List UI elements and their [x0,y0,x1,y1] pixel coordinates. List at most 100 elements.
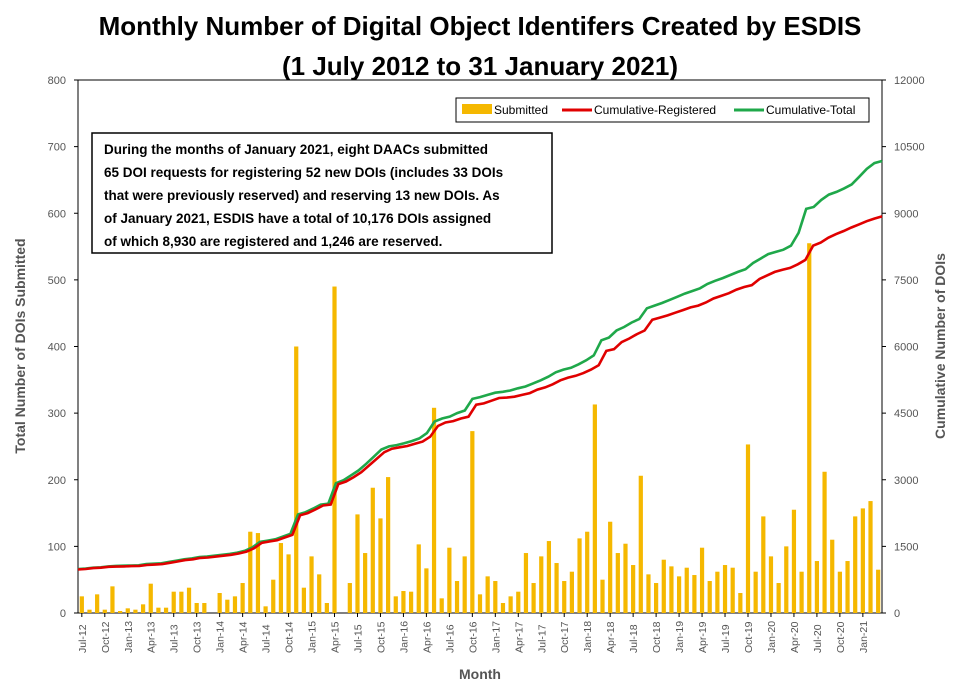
x-tick-label: Jan-19 [674,621,686,653]
y-left-tick-label: 400 [48,342,66,354]
annotation-line-3: that were previously reserved) and reser… [104,188,500,203]
legend-box [455,97,870,123]
submitted-bar [179,591,184,613]
submitted-bar [508,596,513,613]
submitted-bar [416,544,421,613]
y-axis-right-label: Cumulative Number of DOIs [932,253,948,439]
submitted-bar [447,547,452,613]
submitted-bar [768,556,774,613]
y-right-tick-label: 1500 [894,541,918,553]
x-tick-label: Jan-13 [123,621,135,653]
submitted-bar [776,583,781,613]
submitted-bar [332,286,337,613]
chart-subtitle: (1 July 2012 to 31 January 2021) [282,51,678,81]
submitted-bar [355,514,360,613]
submitted-bar [631,565,636,613]
submitted-bar [401,591,406,613]
legend-label-registered: Cumulative-Registered [594,103,716,117]
x-tick-label: Oct-20 [835,621,847,653]
submitted-bar [217,593,222,613]
submitted-bar [148,583,153,613]
x-tick-label: Jul-14 [261,624,273,653]
submitted-bar [523,553,529,613]
submitted-bar [799,571,804,613]
submitted-bar [470,431,475,613]
submitted-bar [546,541,552,613]
submitted-bar [722,565,728,613]
annotation-frame [91,132,553,254]
annotation-line-5: of which 8,930 are registered and 1,246 … [104,234,442,249]
legend-swatch-submitted [462,104,492,114]
x-tick-label: Jul-13 [169,624,181,653]
submitted-bar [853,516,858,613]
x-tick-label: Jul-20 [812,624,824,653]
submitted-bar [753,571,758,613]
submitted-bar [301,587,306,613]
y-right-tick-label: 7500 [894,275,918,287]
submitted-bar [194,603,199,613]
y-left-tick-label: 600 [48,208,66,220]
x-tick-label: Apr-17 [513,621,525,653]
submitted-bar [585,531,590,613]
x-tick-label: Apr-20 [789,621,801,653]
legend-label-total: Cumulative-Total [766,103,855,117]
submitted-bar [271,579,276,613]
submitted-bar [424,568,429,613]
x-axis: Jul-12 Oct-12 Jan-13 Apr-13 Jul-13 Oct-13 Jan-… [77,613,870,653]
y-right-tick-label: 12000 [894,75,925,87]
submitted-bar [592,404,597,613]
x-tick-label: Oct-16 [467,621,479,653]
submitted-bar [309,556,314,613]
submitted-bar [163,607,169,613]
submitted-bar [654,583,659,613]
y-left-tick-label: 700 [48,142,66,154]
submitted-bar [516,591,521,613]
submitted-bar [454,581,460,613]
x-tick-label: Jan-17 [490,621,502,653]
submitted-bar [294,346,299,613]
submitted-bar [278,543,284,613]
submitted-bar [500,603,506,613]
submitted-bar [738,593,743,613]
y-left-tick-label: 300 [48,408,66,420]
y-right-tick-label: 0 [894,608,900,620]
submitted-bar [255,533,261,613]
x-tick-label: Jan-21 [858,621,870,653]
submitted-bar [171,591,176,613]
x-tick-label: Oct-12 [100,621,112,653]
submitted-bar [386,477,391,613]
submitted-bar [102,609,107,613]
submitted-bar [868,501,873,613]
annotation-line-1: During the months of January 2021, eight… [104,142,488,157]
submitted-bar [784,546,789,613]
submitted-bar [186,587,192,613]
submitted-bar [577,538,582,613]
submitted-bar [745,444,751,613]
submitted-bar [232,596,238,613]
y-left-tick-label: 800 [48,75,66,87]
submitted-bar [118,611,123,613]
x-tick-label: Jul-19 [720,624,732,653]
y-right-tick-label: 10500 [894,142,925,154]
submitted-bar [814,561,820,613]
submitted-bar [378,518,383,613]
x-tick-label: Jan-15 [307,621,319,653]
x-tick-label: Oct-14 [284,621,296,653]
submitted-bar [791,509,797,613]
annotation-line-2: 65 DOI requests for registering 52 new D… [104,165,503,180]
submitted-bar [676,576,682,613]
submitted-bar [477,594,483,613]
y-axis-right: 0 1500 3000 4500 6000 7500 9000 10500 12000 [882,75,925,620]
submitted-bar [156,607,161,613]
submitted-bar [133,609,138,613]
submitted-bar [439,598,444,613]
submitted-bar [860,508,865,613]
y-axis-left-label: Total Number of DOIs Submitted [12,238,28,453]
submitted-bar [531,583,536,613]
submitted-bar [830,539,835,613]
y-left-tick-label: 200 [48,475,66,487]
submitted-bar [225,599,230,613]
submitted-bar [623,543,628,613]
x-tick-label: Jul-12 [77,624,89,653]
submitted-bar [692,575,697,613]
